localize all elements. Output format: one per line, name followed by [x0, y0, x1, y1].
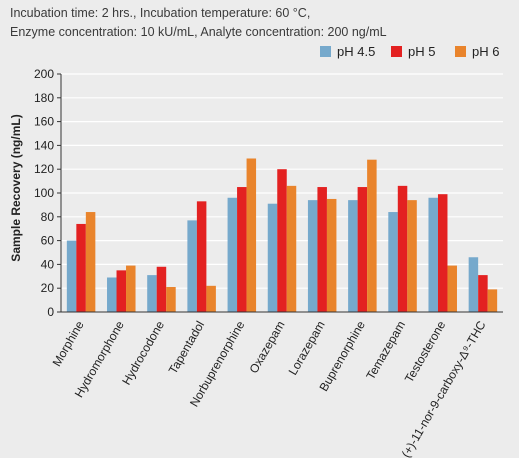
bar-testosterone-ph-5: [437, 194, 448, 312]
bar-tapentadol-ph-6: [206, 285, 216, 312]
bar-hydrocodone-ph-4-5: [147, 275, 157, 312]
bar-lorazepam-ph-5: [317, 187, 327, 312]
y-tick-label: 120: [34, 162, 54, 176]
x-tick-label: Tapentadol: [166, 319, 207, 377]
y-tick-label: 200: [34, 67, 54, 81]
legend-swatch-ph-5: [391, 46, 402, 57]
bar-layer: [66, 158, 498, 312]
bar-morphine-ph-4-5: [66, 240, 77, 312]
bar-norbuprenorphine-ph-6: [246, 158, 257, 312]
conditions-line-2: Enzyme concentration: 10 kU/mL, Analyte …: [10, 25, 387, 39]
bar-hydromorphone-ph-6: [126, 265, 136, 312]
x-tick-label: Temazepam: [363, 319, 408, 383]
x-tick-label: (+)-11-nor-9-carboxy-Δ⁹-THC: [399, 318, 489, 458]
y-tick-label: 60: [41, 234, 55, 248]
conditions-line-1: Incubation time: 2 hrs., Incubation temp…: [10, 6, 311, 20]
legend-label-ph-4-5: pH 4.5: [337, 44, 375, 59]
y-tick-label: 100: [34, 186, 54, 200]
bar-temazepam-ph-5: [397, 185, 408, 312]
bar-oxazepam-ph-4-5: [267, 203, 278, 312]
legend-label-ph-5: pH 5: [408, 44, 435, 59]
bar-morphine-ph-6: [85, 212, 96, 312]
legend: pH 4.5 pH 5 pH 6: [320, 44, 499, 59]
bar-oxazepam-ph-6: [286, 185, 297, 312]
bar-morphine-ph-5: [76, 223, 86, 312]
bar-buprenorphine-ph-5: [357, 187, 368, 312]
y-tick-label: 20: [41, 281, 55, 295]
legend-label-ph-6: pH 6: [472, 44, 499, 59]
bar-oxazepam-ph-5: [277, 169, 287, 312]
x-tick-label: Morphine: [50, 318, 87, 369]
legend-swatch-ph-4-5: [320, 46, 331, 57]
bar-11-nor-9-carboxy-thc-ph-4-5: [468, 257, 479, 312]
bar-temazepam-ph-4-5: [388, 212, 398, 312]
y-tick-label: 0: [47, 305, 54, 319]
bar-temazepam-ph-6: [407, 200, 417, 312]
bar-testosterone-ph-6: [447, 265, 457, 312]
bar-11-nor-9-carboxy-thc-ph-5: [478, 275, 488, 312]
x-tick-label: Hydrocodone: [119, 318, 167, 387]
bar-hydromorphone-ph-4-5: [107, 277, 117, 312]
bar-norbuprenorphine-ph-4-5: [227, 197, 238, 312]
bar-lorazepam-ph-4-5: [307, 200, 318, 312]
x-tick-label: Lorazepam: [286, 319, 328, 378]
legend-swatch-ph-6: [455, 46, 466, 57]
bar-buprenorphine-ph-6: [367, 159, 377, 312]
bar-testosterone-ph-4-5: [428, 197, 438, 312]
bar-tapentadol-ph-4-5: [187, 220, 197, 312]
bar-tapentadol-ph-5: [196, 201, 207, 312]
bar-hydromorphone-ph-5: [116, 270, 127, 312]
bar-hydrocodone-ph-6: [166, 287, 176, 312]
y-tick-label: 180: [34, 91, 54, 105]
x-tick-label: Testosterone: [402, 318, 449, 385]
bar-hydrocodone-ph-5: [156, 266, 167, 312]
y-tick-label: 140: [34, 138, 54, 152]
bar-11-nor-9-carboxy-thc-ph-6: [487, 289, 498, 312]
y-tick-label: 160: [34, 115, 54, 129]
bar-buprenorphine-ph-4-5: [348, 200, 358, 312]
y-tick-label: 80: [41, 210, 55, 224]
bar-norbuprenorphine-ph-5: [237, 187, 247, 312]
x-tick-label: Oxazepam: [246, 319, 287, 376]
bar-lorazepam-ph-6: [326, 198, 337, 312]
y-tick-label: 40: [41, 257, 55, 271]
y-axis-title: Sample Recovery (ng/mL): [9, 114, 23, 261]
